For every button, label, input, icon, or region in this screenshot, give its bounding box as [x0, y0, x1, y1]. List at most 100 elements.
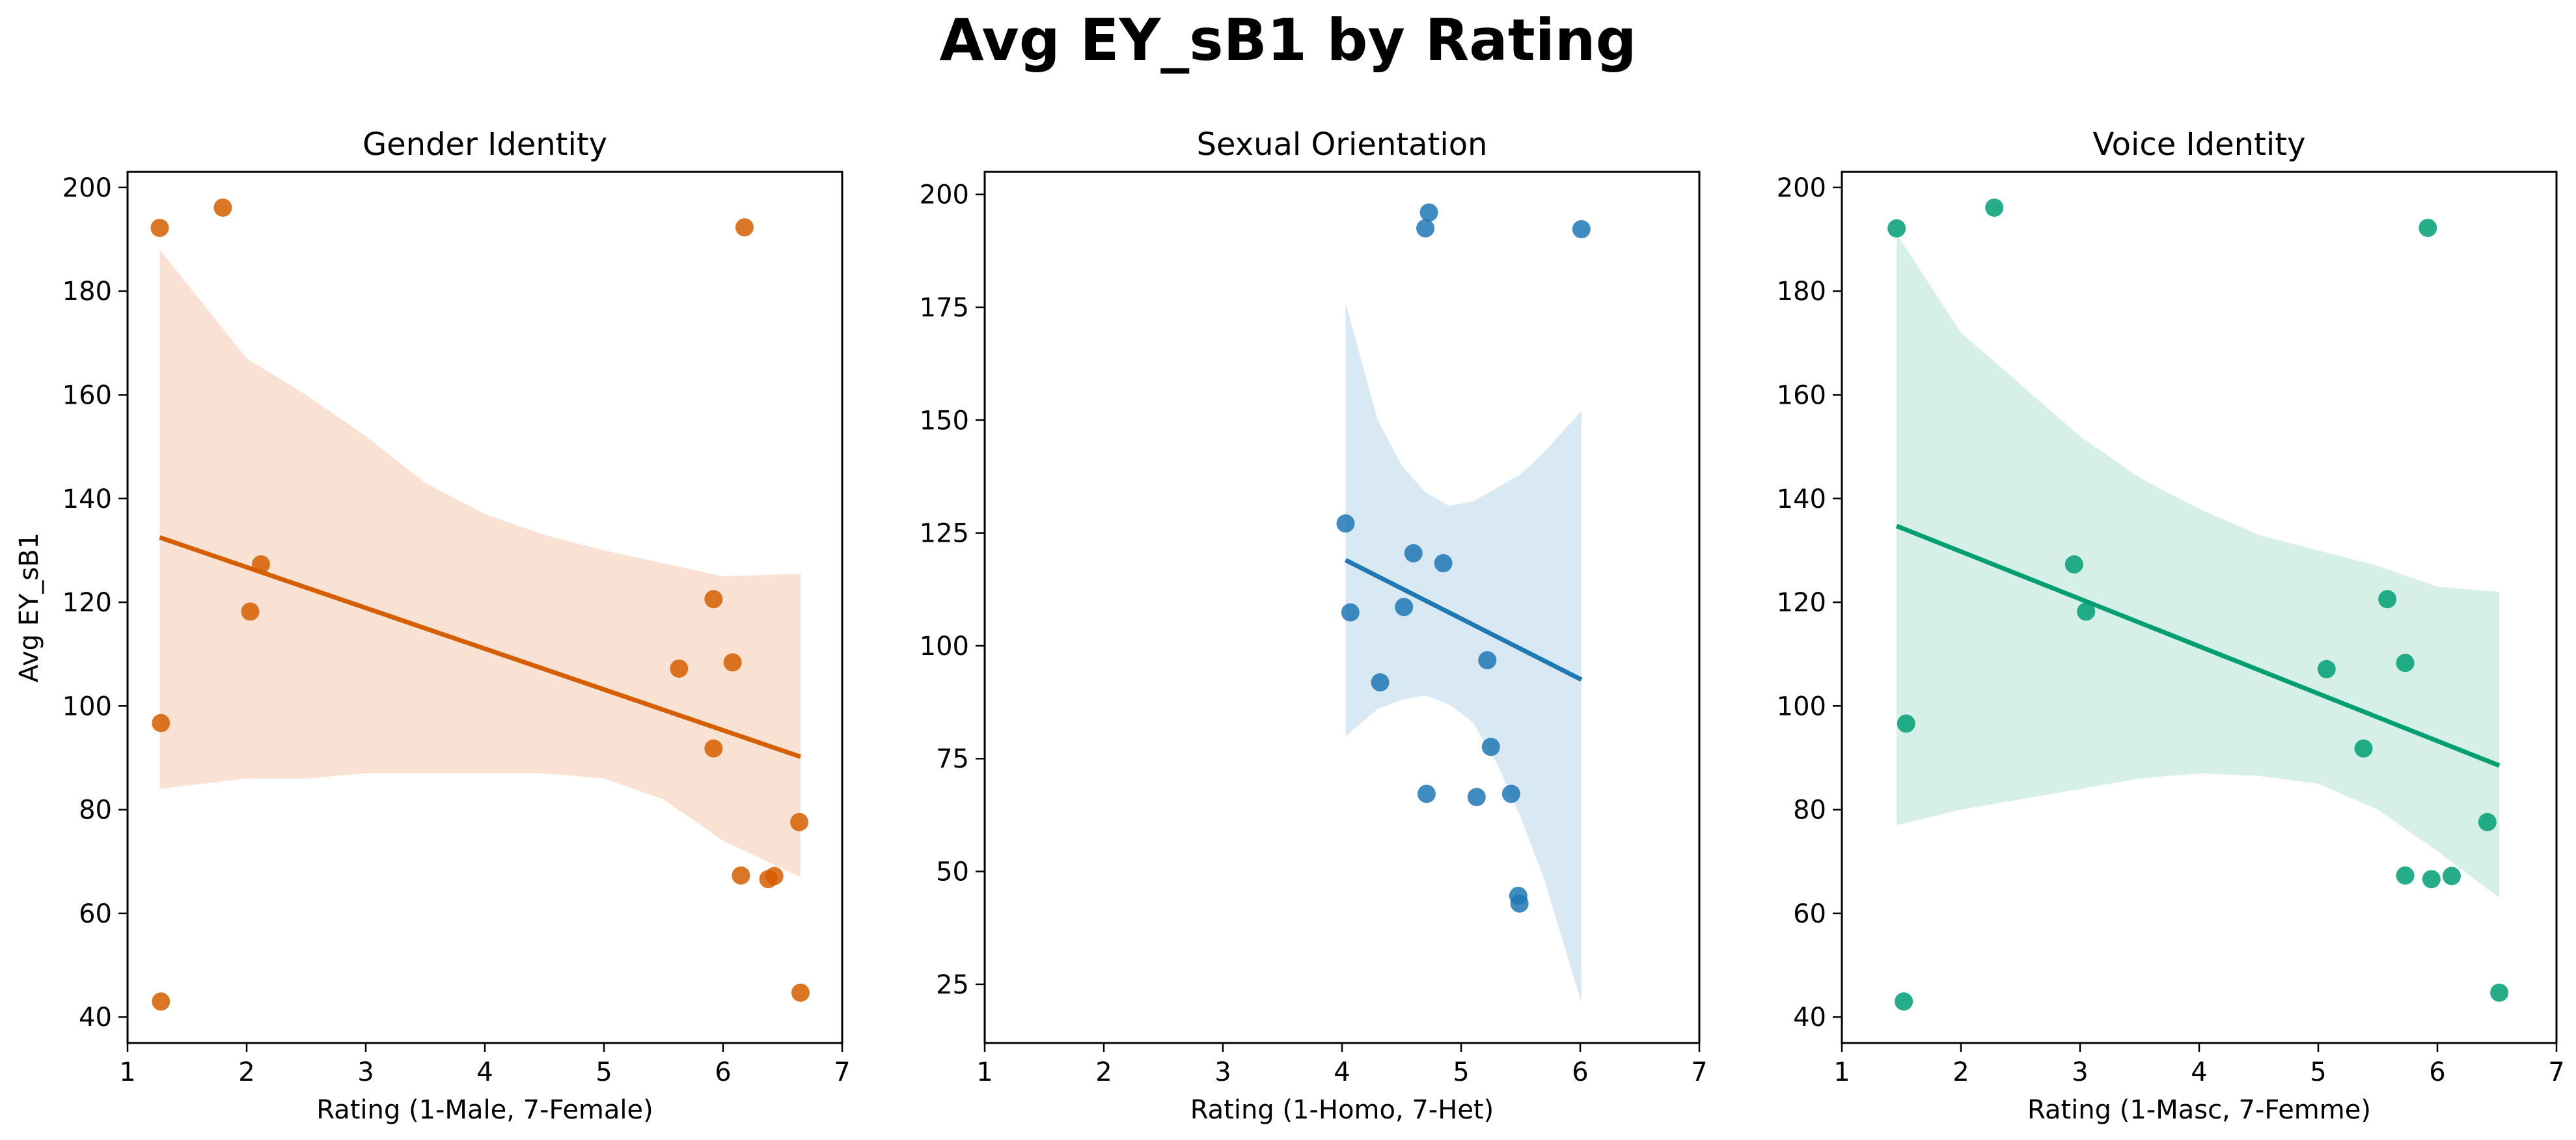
x-axis-label: Rating (1-Male, 7-Female)	[316, 1095, 653, 1125]
data-point	[251, 555, 270, 574]
y-tick-label: 160	[62, 380, 112, 410]
y-tick-label: 180	[62, 277, 112, 307]
data-point	[723, 653, 742, 672]
data-point	[2378, 590, 2397, 609]
regression-line	[1344, 558, 1583, 682]
data-point	[2396, 866, 2415, 885]
data-point	[1510, 894, 1529, 913]
data-point	[704, 590, 723, 609]
confidence-band	[1897, 234, 2500, 898]
data-point	[1572, 220, 1591, 239]
x-tick-label: 6	[1572, 1057, 1588, 1087]
data-point	[1417, 785, 1436, 803]
data-point	[241, 602, 260, 621]
x-tick-label: 3	[1214, 1057, 1231, 1087]
data-point	[704, 739, 723, 758]
data-point	[1404, 544, 1423, 563]
data-point	[2418, 219, 2437, 238]
data-point	[2490, 983, 2509, 1002]
data-point	[1501, 785, 1520, 803]
data-point	[732, 866, 750, 885]
x-tick-label: 2	[1953, 1057, 1969, 1087]
y-tick-label: 75	[936, 744, 969, 774]
x-tick-label: 7	[834, 1057, 850, 1087]
y-tick-label: 175	[920, 293, 969, 323]
data-point	[152, 992, 171, 1011]
x-tick-label: 6	[2429, 1057, 2445, 1087]
data-point	[1341, 603, 1360, 622]
axes-frame	[983, 171, 1701, 1044]
data-point	[765, 867, 784, 885]
x-tick-label: 5	[596, 1057, 612, 1087]
data-point	[2442, 867, 2461, 885]
y-tick-label: 50	[936, 857, 969, 887]
y-tick-label: 100	[1777, 691, 1826, 721]
x-tick-label: 2	[238, 1057, 254, 1087]
panel-3: 1 2 3 4 5 6 7 40 60 80 100 120 140 160 180 200 Voice Ide…	[1777, 126, 2565, 1125]
data-point	[790, 813, 809, 831]
y-tick-label: 150	[920, 406, 969, 436]
panel-2: 1 2 3 4 5 6 7 25 50 75 100 125 150 175 200 Sexual Orien…	[920, 126, 1708, 1125]
y-tick-label: 180	[1777, 277, 1826, 307]
x-tick-label: 5	[2310, 1057, 2326, 1087]
y-tick-label: 25	[936, 970, 969, 1000]
panel-title: Sexual Orientation	[1197, 126, 1488, 163]
regression-line	[159, 535, 802, 759]
y-tick-label: 40	[1793, 1003, 1826, 1033]
data-point	[791, 983, 810, 1002]
data-point	[150, 219, 169, 238]
y-tick-label: 160	[1777, 380, 1826, 410]
data-point	[2317, 660, 2336, 678]
data-point	[1897, 714, 1915, 733]
data-point	[1416, 219, 1435, 238]
x-tick-label: 7	[2548, 1057, 2564, 1087]
data-point	[2064, 555, 2083, 574]
y-axis-label: Avg EY_sB1	[14, 533, 44, 682]
figure-title: Avg EY_sB1 by Rating	[939, 7, 1636, 74]
x-tick-label: 5	[1453, 1057, 1469, 1087]
x-tick-label: 1	[119, 1057, 135, 1087]
x-tick-label: 2	[1095, 1057, 1112, 1087]
y-tick-label: 60	[1793, 899, 1826, 929]
panel-1: 1 2 3 4 5 6 7 40 60 80 100 120 140 160 180 200 Gender Id…	[14, 126, 851, 1125]
data-point	[1419, 203, 1438, 222]
data-point	[152, 714, 171, 732]
y-tick-label: 200	[62, 173, 112, 203]
y-tick-label: 120	[62, 588, 112, 618]
data-point	[1478, 651, 1497, 670]
data-point	[1481, 738, 1500, 757]
confidence-band	[159, 249, 801, 878]
data-point	[1887, 219, 1906, 238]
y-tick-label: 125	[920, 519, 969, 549]
data-point	[2422, 870, 2441, 889]
y-tick-label: 60	[79, 899, 112, 929]
data-point	[2077, 602, 2096, 621]
x-tick-label: 4	[476, 1057, 493, 1087]
confidence-band	[1345, 303, 1582, 1003]
x-tick-label: 3	[2072, 1057, 2088, 1087]
y-tick-label: 40	[79, 1003, 112, 1033]
y-tick-label: 80	[1793, 796, 1826, 826]
data-point	[1434, 554, 1453, 573]
data-point	[2478, 813, 2497, 831]
y-tick-label: 140	[1777, 484, 1826, 514]
x-tick-label: 3	[357, 1057, 374, 1087]
x-tick-label: 1	[1833, 1057, 1850, 1087]
data-point	[213, 198, 232, 217]
data-point	[2396, 654, 2415, 673]
y-tick-label: 100	[62, 691, 112, 721]
y-tick-label: 120	[1777, 588, 1826, 618]
y-tick-label: 200	[1777, 173, 1826, 203]
x-tick-label: 7	[1691, 1057, 1707, 1087]
x-tick-label: 4	[2191, 1057, 2207, 1087]
data-point	[1395, 598, 1414, 617]
data-point	[1895, 992, 1913, 1011]
panel-title: Voice Identity	[2093, 126, 2306, 163]
y-tick-label: 200	[920, 180, 969, 210]
x-tick-label: 6	[715, 1057, 731, 1087]
x-tick-label: 1	[976, 1057, 993, 1087]
data-point	[1336, 514, 1355, 533]
data-point	[1371, 673, 1390, 692]
